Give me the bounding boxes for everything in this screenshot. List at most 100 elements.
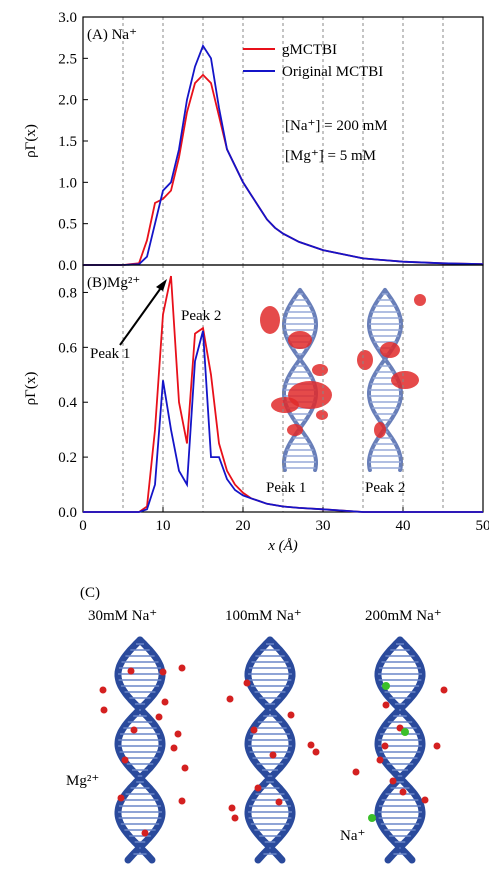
mg-ion — [121, 756, 129, 764]
panel-title: 200mM Na⁺ — [365, 608, 442, 624]
panel-label: (C) — [80, 585, 100, 601]
legend-label: Original MCTBI — [282, 64, 383, 80]
mg-ion — [307, 741, 315, 749]
dna-strand — [282, 288, 318, 472]
dna-helix — [244, 636, 296, 864]
y-tick-label: 0.0 — [58, 505, 77, 521]
annotation: Peak 1 — [266, 480, 306, 496]
y-tick-label: 0.2 — [58, 450, 77, 466]
ion-density — [414, 294, 426, 306]
annotation: Peak 1 — [90, 346, 130, 362]
mg-ion — [433, 742, 441, 750]
x-tick-label: 30 — [316, 518, 331, 534]
ion-density — [357, 350, 373, 370]
mg-ion — [352, 768, 360, 776]
series-line — [83, 43, 484, 266]
mg-ion — [382, 701, 390, 709]
mg-ion — [287, 711, 295, 719]
mg-ion — [421, 796, 429, 804]
y-tick-label: 2.0 — [58, 93, 77, 109]
legend-label: gMCTBI — [282, 42, 337, 58]
na-ion — [401, 728, 409, 736]
dna-helix — [282, 288, 318, 472]
annotation: [Na⁺] = 200 mM — [285, 118, 388, 134]
mg-ion — [228, 804, 236, 812]
dna-strand — [114, 636, 166, 864]
x-tick-label: 50 — [476, 518, 489, 534]
mg-ion — [178, 797, 186, 805]
mg-ion — [399, 788, 407, 796]
mg-ion — [243, 679, 251, 687]
mg-ion — [269, 751, 277, 759]
dna-strand — [244, 636, 296, 864]
mg-ion — [117, 794, 125, 802]
mg-ion — [440, 686, 448, 694]
y-tick-label: 0.6 — [58, 340, 77, 356]
mg-ion — [130, 726, 138, 734]
series-line — [83, 330, 483, 513]
ion-density — [312, 364, 328, 376]
ion-label: Na⁺ — [340, 828, 365, 844]
x-axis-label: x (Å) — [267, 538, 298, 554]
mg-ion — [181, 764, 189, 772]
plot-frame — [82, 264, 484, 513]
ion-density — [316, 410, 328, 420]
ion-density — [260, 306, 280, 334]
y-tick-label: 3.0 — [58, 10, 77, 26]
mg-ion — [275, 798, 283, 806]
panel-title: 100mM Na⁺ — [225, 608, 302, 624]
dna-strand — [114, 636, 166, 864]
dna-strand — [282, 288, 318, 472]
ion-density — [288, 381, 332, 409]
mg-ion — [389, 777, 397, 785]
arrow-head — [156, 279, 167, 291]
mg-ion — [127, 667, 135, 675]
y-tick-label: 2.5 — [58, 51, 77, 67]
mg-ion — [250, 726, 258, 734]
ion-density — [287, 424, 303, 436]
mg-ion — [376, 756, 384, 764]
mg-ion — [254, 784, 262, 792]
panel-title: 30mM Na⁺ — [88, 608, 157, 624]
y-tick-label: 0.4 — [58, 395, 77, 411]
ion-density — [374, 422, 386, 438]
dna-strand — [367, 288, 403, 472]
x-tick-label: 10 — [156, 518, 171, 534]
mg-ion — [312, 748, 320, 756]
dna-strand — [374, 636, 426, 864]
panel-title: (B)Mg²⁺ — [87, 275, 140, 291]
ion-density — [380, 342, 400, 358]
dna-helix — [374, 636, 426, 864]
mg-ion — [381, 742, 389, 750]
dna-strand — [374, 636, 426, 864]
dna-helix — [114, 636, 166, 864]
mg-ion — [100, 706, 108, 714]
mg-ion — [99, 686, 107, 694]
annotation: Peak 2 — [365, 480, 405, 496]
na-ion — [382, 682, 390, 690]
na-ion — [368, 814, 376, 822]
dna-strand — [244, 636, 296, 864]
y-tick-label: 0.0 — [58, 258, 77, 274]
mg-ion — [178, 664, 186, 672]
annotation: [Mg⁺] = 5 mM — [285, 148, 376, 164]
mg-ion — [159, 668, 167, 676]
mg-ion — [170, 744, 178, 752]
y-axis-label: ρΓ(x) — [23, 372, 39, 406]
x-tick-label: 0 — [79, 518, 87, 534]
mg-ion — [174, 730, 182, 738]
mg-ion — [161, 698, 169, 706]
mg-ion — [226, 695, 234, 703]
annotation-arrow — [119, 284, 164, 346]
mg-ion — [231, 814, 239, 822]
y-tick-label: 0.5 — [58, 217, 77, 233]
panel-title: (A) Na⁺ — [87, 27, 137, 43]
y-tick-label: 0.8 — [58, 285, 77, 301]
ion-density — [288, 331, 312, 349]
x-tick-label: 40 — [396, 518, 411, 534]
y-tick-label: 1.5 — [58, 134, 77, 150]
mg-ion — [141, 829, 149, 837]
ion-density — [391, 371, 419, 389]
ion-density — [271, 397, 299, 413]
